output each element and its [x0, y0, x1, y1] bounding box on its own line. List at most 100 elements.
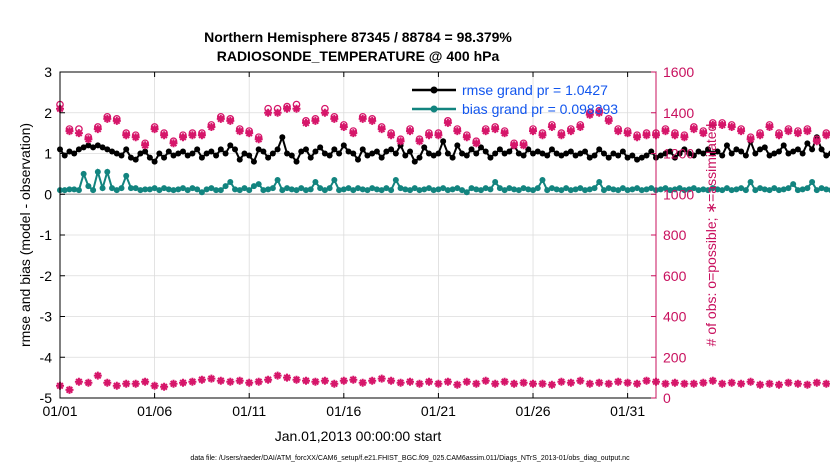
bias-point	[232, 186, 239, 193]
bias-point	[421, 186, 428, 193]
obs_assimilated-point	[519, 141, 528, 150]
bias-point	[577, 185, 584, 192]
rmse-point	[501, 150, 508, 157]
rmse-point	[662, 150, 669, 157]
rmse-point	[142, 148, 149, 155]
bias-point	[123, 172, 130, 179]
obs_bottom-point	[576, 376, 585, 385]
obs_assimilated-point	[822, 131, 830, 140]
bias-point	[312, 179, 319, 186]
bias-point	[170, 187, 177, 194]
bias-point	[66, 186, 73, 193]
rmse-point	[241, 150, 248, 157]
obs_bottom-point	[718, 379, 727, 388]
bias-point	[246, 187, 253, 194]
obs_bottom-point	[245, 378, 254, 387]
rmse-point	[435, 150, 442, 157]
bias-point	[771, 185, 778, 192]
obs_bottom-point	[349, 375, 358, 384]
bias-point	[567, 187, 574, 194]
bias-point	[705, 187, 712, 194]
rmse-point	[520, 152, 527, 159]
rmse-point	[326, 152, 333, 159]
bias-point	[747, 179, 754, 186]
bias-point	[127, 185, 134, 192]
obs_bottom-point	[112, 381, 121, 390]
obs_bottom-point	[462, 377, 471, 386]
obs_assimilated-point	[718, 121, 727, 129]
obs_assimilated-point	[491, 125, 500, 134]
rmse-point	[378, 154, 385, 161]
rmse-point	[738, 148, 745, 155]
obs_assimilated-point	[623, 129, 632, 138]
bias-point	[596, 179, 603, 186]
rmse-point	[785, 150, 792, 157]
rmse-point	[482, 148, 489, 155]
bias-point	[671, 186, 678, 193]
bias-point	[548, 185, 555, 192]
obs_bottom-point	[84, 378, 93, 387]
obs_bottom-point	[273, 371, 282, 380]
bias-point	[454, 185, 461, 192]
obs_assimilated-point	[510, 141, 519, 150]
rmse-point	[454, 142, 461, 149]
bias-point	[794, 187, 801, 194]
obs_bottom-point	[358, 378, 367, 387]
rmse-point	[170, 152, 177, 159]
rmse-point	[459, 150, 466, 157]
rmse-point	[312, 148, 319, 155]
bias-point	[799, 186, 806, 193]
obs_assimilated-point	[585, 110, 594, 119]
bias-point	[534, 185, 541, 192]
rmse-point	[605, 154, 612, 161]
obs_bottom-point	[519, 378, 528, 387]
bias-point	[761, 186, 768, 193]
rmse-point	[75, 146, 82, 153]
rmse-point	[775, 148, 782, 155]
bias-point	[719, 187, 726, 194]
series-bias	[57, 168, 830, 196]
obs_bottom-point	[122, 379, 131, 388]
rmse-point	[600, 150, 607, 157]
obs_bottom-point	[443, 377, 452, 386]
series-layer	[56, 100, 830, 394]
rmse-point	[345, 148, 352, 155]
rmse-point	[236, 156, 243, 163]
rmse-point	[444, 150, 451, 157]
legend-marker-rmse	[430, 86, 438, 94]
obs_assimilated-point	[746, 135, 755, 144]
rmse-point	[463, 152, 470, 159]
obs_assimilated-point	[122, 131, 131, 140]
rmse-point	[629, 152, 636, 159]
bias-point	[288, 186, 295, 193]
rmse-point	[586, 154, 593, 161]
obs_bottom-point	[812, 378, 821, 387]
rmse-point	[667, 148, 674, 155]
rmse-point	[794, 146, 801, 153]
bias-point	[506, 185, 513, 192]
obs_assimilated-point	[377, 125, 386, 134]
bias-point	[638, 187, 645, 194]
rmse-point	[179, 148, 186, 155]
obs_bottom-point	[207, 374, 216, 383]
bias-point	[733, 186, 740, 193]
obs_assimilated-point	[141, 141, 150, 150]
obs_bottom-point	[254, 377, 263, 386]
bias-point	[284, 185, 291, 192]
x-axis-label: Jan.01,2013 00:00:00 start	[275, 428, 442, 444]
obs_bottom-point	[179, 378, 187, 387]
rmse-point	[364, 152, 371, 159]
bias-point	[331, 176, 338, 183]
rmse-point	[260, 148, 267, 155]
obs_assimilated-point	[689, 125, 698, 134]
series-obs_bottom	[56, 371, 830, 394]
obs_bottom-point	[784, 378, 793, 387]
obs_assimilated-point	[604, 116, 613, 125]
bias-point	[156, 187, 163, 194]
obs_bottom-point	[689, 379, 698, 388]
bias-point	[586, 186, 593, 193]
obs_bottom-point	[491, 379, 500, 388]
bias-point	[402, 186, 409, 193]
obs_bottom-point	[500, 377, 509, 386]
obs_assimilated-point	[727, 123, 736, 131]
